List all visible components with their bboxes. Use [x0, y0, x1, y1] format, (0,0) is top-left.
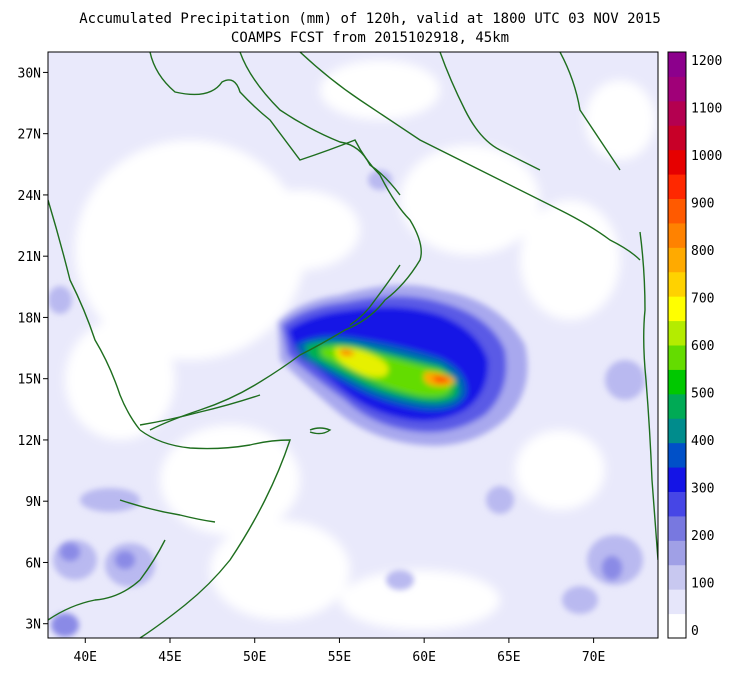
colorbar-swatch — [668, 369, 686, 395]
colorbar-swatch — [668, 198, 686, 224]
colorbar-swatch — [668, 247, 686, 273]
colorbar-label: 400 — [691, 434, 714, 449]
lon-label: 45E — [158, 650, 181, 665]
lat-label: 18N — [18, 311, 41, 326]
map-subtitle: COAMPS FCST from 2015102918, 45km — [230, 30, 510, 46]
plot-frame — [47, 51, 659, 639]
colorbar-label: 700 — [691, 292, 714, 307]
colorbar-swatch — [668, 442, 686, 468]
lat-label: 15N — [18, 373, 41, 388]
colorbar-swatch — [668, 467, 686, 492]
colorbar-label: 600 — [691, 339, 714, 354]
colorbar-swatch — [668, 418, 686, 444]
colorbar-swatch — [668, 296, 686, 322]
colorbar-label: 1200 — [691, 54, 722, 69]
colorbar-swatch — [668, 222, 686, 248]
colorbar-swatch — [668, 515, 686, 541]
precipitation-field — [48, 52, 658, 638]
colorbar-swatch — [668, 174, 686, 199]
colorbar-swatch — [668, 540, 686, 566]
lat-label: 21N — [18, 250, 41, 265]
colorbar-label: 0 — [691, 624, 699, 639]
colorbar-swatch — [668, 271, 686, 297]
colorbar-label: 200 — [691, 529, 714, 544]
colorbar-label: 800 — [691, 244, 714, 259]
colorbar-swatch — [668, 613, 686, 639]
colorbar-swatch — [668, 125, 686, 151]
lon-label: 60E — [412, 650, 435, 665]
lon-label: 50E — [243, 650, 266, 665]
latitude-axis: 30N 27N 24N 21N 18N 15N 12N 9N 6N 3N — [18, 66, 48, 633]
lat-label: 3N — [25, 618, 41, 633]
colorbar-swatch — [668, 491, 686, 517]
lat-label: 9N — [25, 495, 41, 510]
colorbar-label: 1000 — [691, 149, 722, 164]
longitude-axis: 40E 45E 50E 55E 60E 65E 70E — [74, 638, 605, 665]
colorbar-swatch — [668, 589, 686, 615]
lon-label: 70E — [582, 650, 605, 665]
colorbar-swatch — [668, 52, 686, 77]
colorbar-swatch — [668, 149, 686, 175]
coastlines — [48, 52, 658, 638]
colorbar-frame — [667, 51, 687, 639]
lat-label: 12N — [18, 434, 41, 449]
colorbar-label: 900 — [691, 197, 714, 212]
lon-label: 55E — [328, 650, 351, 665]
map-title: Accumulated Precipitation (mm) of 120h, … — [79, 11, 661, 27]
colorbar-label: 300 — [691, 482, 714, 497]
colorbar-swatch — [668, 345, 686, 370]
colorbar-label: 1100 — [691, 102, 722, 117]
colorbar-swatch — [668, 564, 686, 590]
lat-label: 27N — [18, 128, 41, 143]
colorbar-swatch — [668, 320, 686, 346]
colorbar-label: 100 — [691, 577, 714, 592]
lon-label: 40E — [74, 650, 97, 665]
colorbar-swatch — [668, 100, 686, 126]
colorbar-label: 500 — [691, 387, 714, 402]
lon-label: 65E — [497, 650, 520, 665]
colorbar-swatch — [668, 76, 686, 102]
lat-label: 30N — [18, 66, 41, 81]
lat-label: 24N — [18, 189, 41, 204]
lat-label: 6N — [25, 556, 41, 571]
colorbar-swatch — [668, 393, 686, 419]
